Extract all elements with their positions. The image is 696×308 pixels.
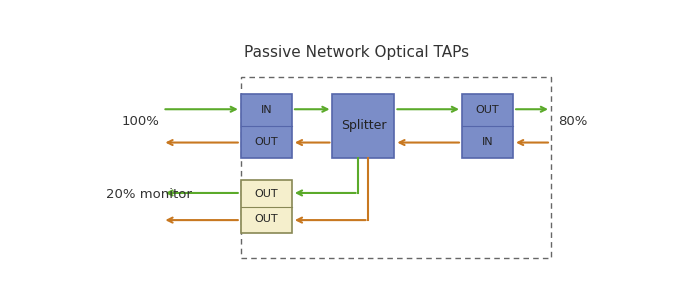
Bar <box>241 180 292 233</box>
Bar <box>241 94 292 158</box>
Text: OUT: OUT <box>255 214 278 224</box>
Bar <box>462 94 513 158</box>
Text: 100%: 100% <box>122 115 160 128</box>
Text: IN: IN <box>260 105 272 115</box>
Text: Passive Network Optical TAPs: Passive Network Optical TAPs <box>244 45 469 60</box>
Text: OUT: OUT <box>255 136 278 147</box>
Text: OUT: OUT <box>475 105 499 115</box>
Bar <box>241 77 551 257</box>
Text: 80%: 80% <box>557 115 587 128</box>
Text: 20% monitor: 20% monitor <box>106 188 192 201</box>
Text: IN: IN <box>482 136 493 147</box>
Text: Splitter: Splitter <box>341 120 386 132</box>
Bar <box>333 94 395 158</box>
Text: OUT: OUT <box>255 189 278 199</box>
